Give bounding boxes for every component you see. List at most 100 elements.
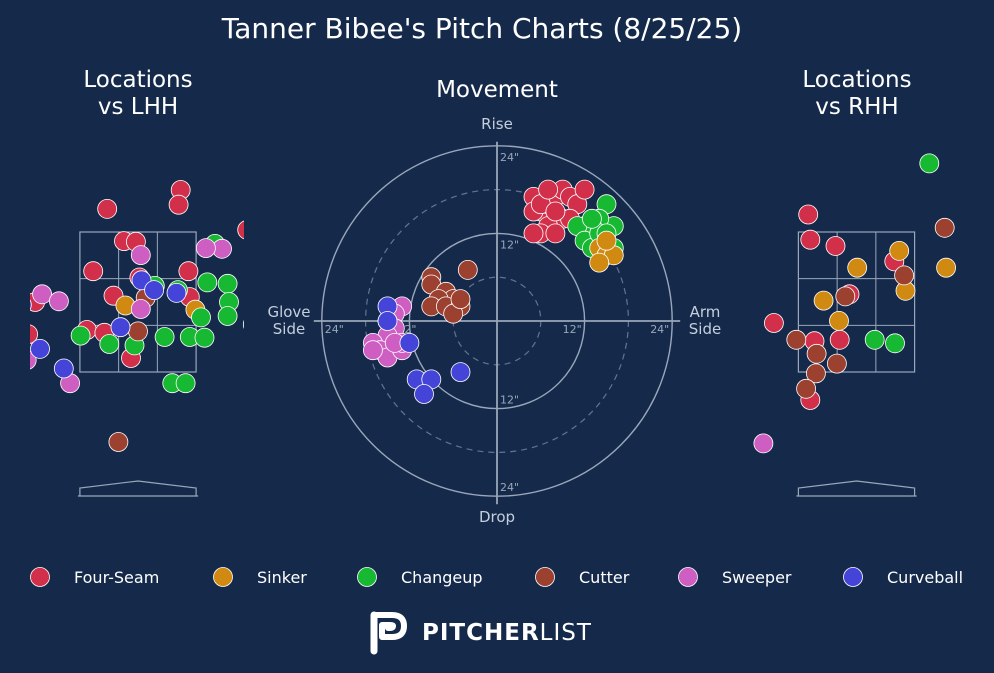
pitch-point — [450, 362, 471, 383]
home-plate-outline — [79, 480, 197, 496]
legend-item: Cutter — [535, 567, 630, 587]
lhh-title: Locations vs LHH — [83, 67, 192, 120]
pitch-point — [835, 286, 856, 307]
pitch-point — [414, 384, 434, 404]
pitcherlist-p-icon — [370, 611, 407, 655]
pitch-point — [798, 204, 819, 225]
legend: Four-Seam Sinker Changeup Cutter Sweeper Curv… — [30, 567, 963, 587]
pitch-point — [108, 432, 129, 452]
ring-label: 24" — [500, 481, 519, 494]
pitch-point — [800, 229, 821, 250]
pitch-point — [894, 265, 914, 286]
pitch-point — [377, 311, 398, 331]
legend-marker — [843, 567, 863, 587]
pitch-point — [574, 179, 595, 200]
pitch-point — [217, 306, 238, 326]
ring-label: 12" — [500, 238, 519, 251]
pitch-point — [936, 257, 956, 278]
pitch-point — [53, 358, 74, 379]
movement-points — [362, 179, 624, 404]
pitch-point — [110, 317, 131, 338]
legend-item: Four-Seam — [30, 567, 159, 587]
pitch-point — [237, 220, 244, 240]
pitch-point — [885, 333, 905, 354]
pitch-point — [919, 153, 940, 174]
pitch-point — [796, 378, 816, 399]
pitch-point — [829, 329, 850, 350]
pitch-point — [806, 363, 826, 384]
axis-label-drop: Drop — [479, 508, 515, 526]
brand-light: LIST — [539, 620, 592, 646]
pitch-point — [194, 327, 215, 348]
pitch-point — [97, 198, 118, 219]
pitch-point — [83, 261, 104, 282]
ring-label: 12" — [563, 323, 582, 336]
legend-marker — [30, 567, 50, 587]
pitch-point — [130, 245, 151, 266]
pitch-point — [538, 179, 558, 200]
pitch-point — [450, 289, 471, 310]
rhh-home-plate — [796, 480, 917, 497]
pitch-point — [242, 319, 244, 329]
pitch-point — [217, 273, 238, 294]
pitch-point — [30, 338, 50, 359]
legend-label: Changeup — [401, 568, 483, 587]
pitcherlist-logo: PITCHERLIST — [368, 611, 592, 655]
strike-zone-box — [797, 231, 916, 373]
pitch-point — [582, 208, 602, 229]
chart-title: Tanner Bibee's Pitch Charts (8/25/25) — [221, 12, 742, 45]
pitch-point — [596, 230, 617, 251]
pitch-point — [49, 291, 69, 312]
legend-label: Curveball — [887, 568, 963, 587]
legend-marker — [357, 567, 377, 587]
pitch-point — [0, 259, 16, 278]
pitch-point — [197, 272, 218, 293]
ring-label: 24" — [500, 151, 519, 164]
pitch-point — [99, 334, 120, 354]
movement-grid: 24"12"12"24"24" 12" 12" 24" — [313, 141, 681, 505]
lhh-points — [0, 180, 244, 452]
pitch-point — [130, 299, 151, 319]
lhh-home-plate — [77, 480, 199, 497]
legend-label: Sweeper — [722, 568, 792, 587]
axis-label-arm-side: Arm Side — [689, 303, 721, 338]
lhh-panel: Locations vs LHH — [0, 67, 244, 497]
pitch-point — [144, 280, 165, 301]
pitch-point — [829, 310, 849, 331]
ring-label: 24" — [325, 323, 344, 336]
ring-label: 12" — [500, 394, 519, 407]
legend-marker — [213, 567, 233, 587]
legend-marker — [535, 567, 555, 587]
pitch-point — [0, 328, 16, 347]
pitch-point — [30, 324, 38, 344]
legend-label: Sinker — [257, 568, 307, 587]
legend-item: Sweeper — [678, 567, 792, 587]
pitch-point — [362, 340, 383, 361]
pitch-point — [154, 327, 175, 347]
pitch-point — [545, 223, 566, 244]
pitch-point — [399, 332, 420, 353]
pitch-point — [30, 299, 32, 311]
pitch-point — [764, 313, 784, 333]
legend-marker — [678, 567, 698, 587]
pitch-point — [889, 240, 910, 261]
legend-item: Sinker — [213, 567, 307, 587]
pitcherlist-wordmark: PITCHERLIST — [422, 620, 592, 646]
pitch-point — [589, 252, 610, 273]
pitch-point — [195, 238, 216, 259]
ring-label: 24" — [650, 323, 669, 336]
pitch-point — [191, 307, 211, 328]
pitch-point — [786, 329, 807, 350]
pitch-point — [175, 373, 196, 394]
pitch-point — [934, 217, 955, 238]
rhh-points — [753, 153, 956, 454]
pitch-point — [178, 261, 199, 282]
pitch-point — [806, 343, 827, 364]
pitch-point — [10, 307, 29, 326]
pitch-point — [70, 325, 91, 346]
pitch-point — [813, 290, 834, 311]
pitch-point — [847, 257, 868, 278]
pitch-point — [545, 201, 566, 222]
pitch-point — [128, 321, 148, 342]
